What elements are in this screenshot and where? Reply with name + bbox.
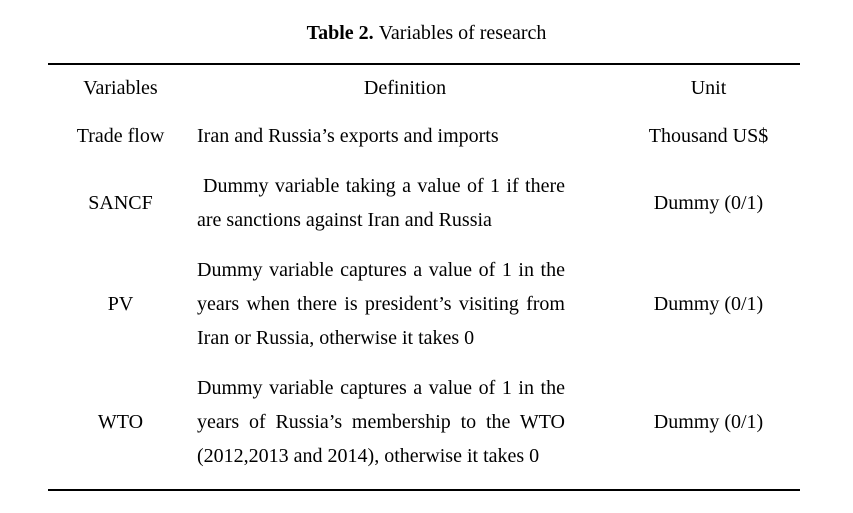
table-caption: Table 2. Variables of research — [0, 0, 853, 46]
variable-name: PV — [107, 293, 134, 315]
header-definition: Definition — [363, 77, 447, 99]
variables-table: Variables Definition Unit Trade flow Ira… — [48, 63, 800, 491]
header-unit: Unit — [690, 77, 727, 99]
variable-name: WTO — [97, 411, 144, 433]
variable-unit: Dummy (0/1) — [653, 293, 764, 315]
variable-name: Trade flow — [76, 125, 165, 147]
variable-definition: Dummy variable captures a value of 1 in … — [197, 259, 565, 349]
variable-unit: Thousand US$ — [648, 125, 769, 147]
variable-definition: Iran and Russia’s exports and imports — [197, 125, 499, 147]
variable-definition: Dummy variable taking a value of 1 if th… — [197, 175, 565, 231]
table-row: Trade flow Iran and Russia’s exports and… — [48, 111, 800, 161]
variable-definition: Dummy variable captures a value of 1 in … — [197, 377, 565, 467]
variable-name: SANCF — [88, 192, 153, 214]
table-row: WTO Dummy variable captures a value of 1… — [48, 363, 800, 490]
header-variables: Variables — [83, 77, 158, 99]
table-caption-text: Variables of research — [378, 22, 547, 44]
variable-unit: Dummy (0/1) — [653, 192, 764, 214]
table-row: PV Dummy variable captures a value of 1 … — [48, 245, 800, 363]
table-header-row: Variables Definition Unit — [48, 64, 800, 111]
table-row: SANCF Dummy variable taking a value of 1… — [48, 161, 800, 245]
variable-unit: Dummy (0/1) — [653, 411, 764, 433]
table-caption-label: Table 2. — [306, 22, 374, 44]
